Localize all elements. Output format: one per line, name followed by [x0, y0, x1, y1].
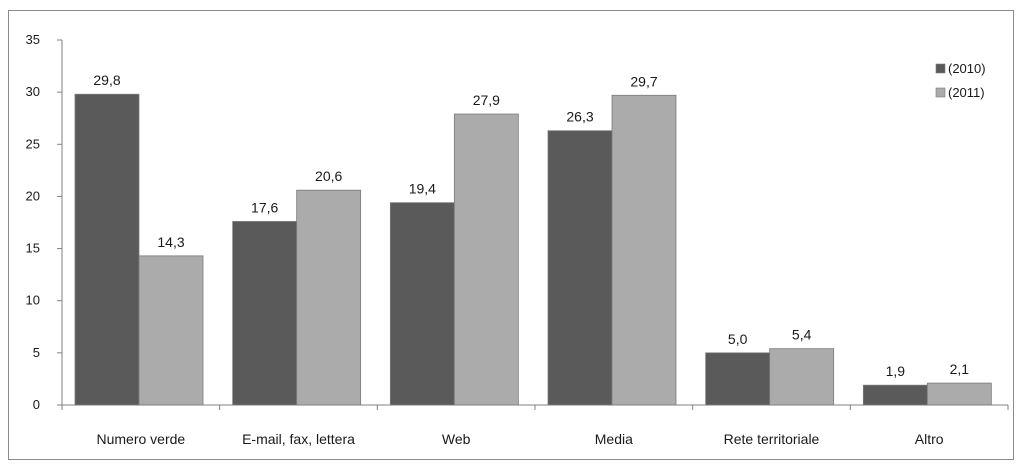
data-label: 5,0 [728, 331, 748, 347]
bar [232, 221, 298, 406]
y-tick-label: 15 [26, 241, 40, 256]
data-label: 14,3 [157, 234, 184, 250]
category-label: E-mail, fax, lettera [242, 431, 355, 447]
bar [453, 113, 519, 406]
legend: (2010) (2011) [935, 61, 986, 100]
bar [138, 255, 204, 406]
data-label: 29,8 [93, 72, 120, 88]
category-label: Numero verde [96, 431, 185, 447]
y-tick-label: 30 [26, 84, 40, 99]
data-label: 5,4 [792, 327, 812, 343]
data-label: 20,6 [315, 168, 342, 184]
category-label: Web [442, 431, 471, 447]
bar [926, 382, 992, 406]
y-tick-label: 35 [26, 32, 40, 47]
y-tick-label: 10 [26, 293, 40, 308]
data-label: 19,4 [409, 181, 436, 197]
bar [547, 130, 613, 406]
y-tick-label: 0 [33, 397, 40, 412]
data-label: 27,9 [473, 92, 500, 108]
y-tick-label: 25 [26, 136, 40, 151]
bar [74, 93, 140, 406]
bar [705, 352, 771, 406]
bars [74, 93, 992, 406]
labels: 29,8 14,3 Numero verde 17,6 20,6 E-mail, fax,… [93, 72, 969, 447]
data-label: 17,6 [251, 199, 278, 215]
bar [389, 202, 455, 406]
legend-swatch [935, 63, 946, 74]
category-label: Rete territoriale [724, 431, 820, 447]
bar [611, 94, 677, 406]
bar [296, 189, 362, 406]
data-label: 26,3 [566, 109, 593, 125]
category-label: Media [595, 431, 633, 447]
y-tick-label: 20 [26, 188, 40, 203]
bar [769, 348, 835, 406]
category-label: Altro [915, 431, 944, 447]
legend-swatch [935, 87, 946, 98]
data-label: 1,9 [886, 363, 906, 379]
legend-label: (2011) [948, 85, 985, 100]
y-tick-label: 5 [33, 345, 40, 360]
axes: 0 5 10 15 20 25 30 35 [26, 32, 1009, 412]
bar [862, 384, 928, 406]
data-label: 29,7 [630, 73, 657, 89]
legend-label: (2010) [948, 61, 986, 76]
data-label: 2,1 [950, 361, 970, 377]
